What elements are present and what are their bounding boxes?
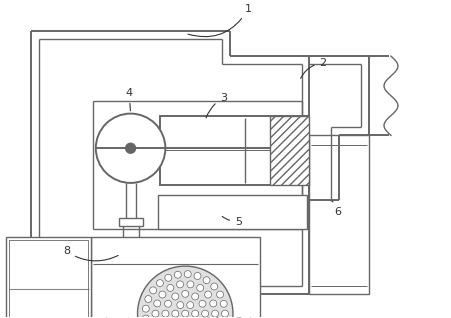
Bar bbox=[6, 237, 91, 318]
Text: 6: 6 bbox=[332, 201, 341, 217]
Circle shape bbox=[145, 296, 152, 302]
Circle shape bbox=[216, 291, 224, 298]
Bar bbox=[270, 115, 309, 185]
Text: 9: 9 bbox=[0, 317, 1, 318]
Circle shape bbox=[182, 310, 189, 317]
Circle shape bbox=[154, 300, 161, 307]
Bar bbox=[158, 195, 308, 230]
Circle shape bbox=[187, 301, 193, 308]
Text: 8: 8 bbox=[63, 246, 118, 261]
Text: 10: 10 bbox=[0, 317, 1, 318]
Circle shape bbox=[152, 310, 159, 317]
Circle shape bbox=[143, 305, 149, 312]
Circle shape bbox=[172, 293, 179, 300]
Bar bbox=[161, 115, 309, 185]
Circle shape bbox=[202, 310, 209, 317]
Circle shape bbox=[162, 310, 169, 317]
Circle shape bbox=[167, 284, 174, 291]
Text: 4: 4 bbox=[126, 88, 133, 111]
Circle shape bbox=[159, 291, 166, 298]
Circle shape bbox=[194, 273, 201, 280]
Circle shape bbox=[220, 300, 227, 307]
Circle shape bbox=[165, 274, 172, 281]
Circle shape bbox=[126, 143, 136, 153]
Circle shape bbox=[212, 310, 219, 317]
Circle shape bbox=[96, 114, 166, 183]
Bar bbox=[309, 135, 369, 294]
Circle shape bbox=[221, 310, 229, 317]
Text: 1: 1 bbox=[188, 3, 252, 37]
Circle shape bbox=[182, 290, 189, 297]
Bar bbox=[119, 218, 143, 225]
Circle shape bbox=[203, 277, 210, 284]
Circle shape bbox=[143, 315, 149, 318]
Circle shape bbox=[211, 283, 218, 290]
Circle shape bbox=[175, 271, 181, 278]
Circle shape bbox=[192, 293, 199, 300]
Circle shape bbox=[205, 291, 212, 298]
Circle shape bbox=[172, 310, 179, 317]
Text: 2: 2 bbox=[301, 58, 327, 78]
Circle shape bbox=[156, 280, 163, 287]
Circle shape bbox=[192, 310, 199, 317]
Text: 3: 3 bbox=[206, 93, 227, 118]
Circle shape bbox=[177, 301, 184, 308]
Bar bbox=[91, 237, 260, 318]
Circle shape bbox=[150, 287, 156, 294]
Circle shape bbox=[177, 281, 184, 288]
Circle shape bbox=[138, 266, 233, 318]
Circle shape bbox=[210, 300, 217, 307]
Circle shape bbox=[165, 300, 171, 307]
Circle shape bbox=[184, 271, 191, 278]
Text: 7: 7 bbox=[0, 317, 1, 318]
Circle shape bbox=[199, 300, 206, 307]
Text: 5: 5 bbox=[222, 216, 242, 226]
Circle shape bbox=[197, 284, 204, 291]
Circle shape bbox=[187, 281, 194, 288]
Bar bbox=[9, 240, 88, 318]
